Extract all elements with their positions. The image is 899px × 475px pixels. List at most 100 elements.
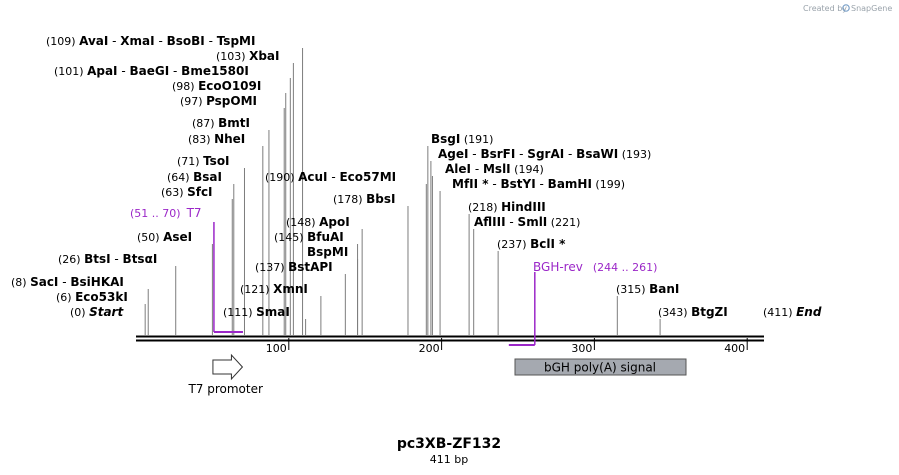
enzyme-name: SmlI (518, 215, 548, 229)
credit-prefix: Created by (803, 4, 847, 13)
cut-site-position: (411) (763, 306, 796, 319)
enzyme-name: SfcI (187, 185, 212, 199)
primer-name: T7 (186, 206, 202, 220)
enzyme-name: BstAPI (288, 260, 333, 274)
cut-site-position: (218) (468, 201, 501, 214)
enzyme-name: HindIII (501, 200, 546, 214)
cut-site-position: (71) (177, 155, 203, 168)
cut-site-position: (83) (188, 133, 214, 146)
enzyme-name: EcoO109I (198, 79, 261, 93)
cut-site-label-bani: (315) BanI (616, 282, 679, 296)
cut-site-label-btsi: (26) BtsI - BtsαI (58, 252, 157, 266)
cut-site-position: (0) (70, 306, 89, 319)
enzyme-name: AseI (163, 230, 192, 244)
feature-t7-promoter: T7 promoter (187, 353, 263, 396)
feature-label: bGH poly(A) signal (544, 361, 656, 375)
cut-site-position: (137) (255, 261, 288, 274)
cut-site-label-apoi: (148) ApoI (286, 215, 350, 229)
polya-box (514, 358, 687, 376)
cut-site-label-start: (0) Start (70, 305, 124, 319)
enzyme-name: NheI (214, 132, 245, 146)
enzyme-name: SacI (30, 275, 58, 289)
cut-site-leaders (144, 48, 661, 335)
primer-t7: (51 .. 70) T7 (130, 206, 243, 333)
enzyme-name: ApaI (87, 64, 117, 78)
enzyme-name: BfuAI (307, 230, 344, 244)
cut-site-position: (109) (46, 35, 79, 48)
cut-site-position: (103) (216, 50, 249, 63)
cut-site-label-avai: (109) AvaI - XmaI - BsoBI - TspMI (46, 34, 255, 48)
enzyme-name: SmaI (256, 305, 290, 319)
enzyme-name: BanI (649, 282, 679, 296)
cut-site-label-smai: (111) SmaI (223, 305, 290, 319)
cut-site-position: (221) (547, 216, 580, 229)
credit: Created by SnapGene (803, 4, 892, 13)
enzyme-name: MfII * (452, 177, 489, 191)
enzyme-name: BsaWI (576, 147, 618, 161)
feature-bgh-poly-a-signal: bGH poly(A) signal (514, 358, 687, 376)
cut-site-position: (111) (223, 306, 256, 319)
primer-bgh-rev: BGH-rev (244 .. 261) (508, 260, 658, 346)
cut-site-position: (191) (460, 133, 493, 146)
cut-site-position: (101) (54, 65, 87, 78)
enzyme-name: BtsαI (123, 252, 158, 266)
enzyme-name: End (796, 305, 822, 319)
features: T7 promoter bGH poly(A) signal (187, 353, 687, 396)
cut-site-position: (343) (658, 306, 691, 319)
ruler-tick-label: 300 (571, 342, 592, 355)
cut-site-separator: - (468, 147, 480, 161)
cut-site-labels: (0) Start(6) Eco53kI(8) SacI - BsiHKAI(2… (11, 34, 822, 319)
cut-site-position: (194) (511, 163, 544, 176)
cut-site-separator: - (328, 170, 340, 184)
cut-site-label-bfuai: (145) BfuAI (274, 230, 344, 244)
ruler-tick-label: 200 (419, 342, 440, 355)
enzyme-name: ApoI (319, 215, 350, 229)
cut-site-position: (145) (274, 231, 307, 244)
primer-label: (51 .. 70) T7 (130, 206, 202, 220)
cut-site-separator: - (564, 147, 576, 161)
cut-site-position: (237) (497, 238, 530, 251)
cut-site-label-bbsi: (178) BbsI (333, 192, 395, 206)
cut-site-label-sfci: (63) SfcI (161, 185, 213, 199)
ruler-tick-label: 100 (266, 342, 287, 355)
cut-site-label-apai: (101) ApaI - BaeGI - Bme1580I (54, 64, 249, 78)
cut-site-label-bspmi: BspMI (307, 245, 348, 259)
cut-site-separator: - (515, 147, 527, 161)
cut-site-position: (315) (616, 283, 649, 296)
cut-site-label-bstapi: (137) BstAPI (255, 260, 333, 274)
cut-site-label-ecoo109i: (98) EcoO109I (172, 79, 261, 93)
cut-site-position: (64) (167, 171, 193, 184)
ruler-tick-label: 400 (724, 342, 745, 355)
feature-label: T7 promoter (187, 382, 263, 396)
promoter-arrow (212, 353, 244, 381)
cut-site-label-alei: AleI - MslI (194) (445, 162, 544, 176)
enzyme-name: BtsI (84, 252, 111, 266)
enzyme-name: BmtI (218, 116, 250, 130)
cut-site-label-acui: (190) AcuI - Eco57MI (265, 170, 396, 184)
cut-site-label-xbai: (103) XbaI (216, 49, 279, 63)
enzyme-name: TspMI (217, 34, 256, 48)
cut-site-separator: - (506, 215, 518, 229)
enzyme-name: BsaI (193, 170, 222, 184)
map-size: 411 bp (430, 453, 468, 466)
enzyme-name: AvaI (79, 34, 108, 48)
cut-site-separator: - (111, 252, 123, 266)
cut-site-label-nhei: (83) NheI (188, 132, 245, 146)
enzyme-name: BstYI (501, 177, 536, 191)
snapgene-logo-icon (842, 4, 850, 12)
cut-site-position: (8) (11, 276, 30, 289)
cut-site-label-end: (411) End (763, 305, 822, 319)
cut-site-label-pspomi: (97) PspOMI (180, 94, 257, 108)
cut-site-label-bmti: (87) BmtI (192, 116, 250, 130)
primer-range: (244 .. 261) (593, 261, 658, 274)
cut-site-position: (199) (592, 178, 625, 191)
enzyme-name: MslI (483, 162, 511, 176)
enzyme-name: BamHI (548, 177, 592, 191)
cut-site-label-tsoi: (71) TsoI (177, 154, 230, 168)
cut-site-position: (63) (161, 186, 187, 199)
enzyme-name: Bme1580I (181, 64, 249, 78)
cut-site-label-mfii: MfII * - BstYI - BamHI (199) (452, 177, 625, 191)
primer-name: BGH-rev (533, 260, 583, 274)
cut-site-label-asei: (50) AseI (137, 230, 192, 244)
